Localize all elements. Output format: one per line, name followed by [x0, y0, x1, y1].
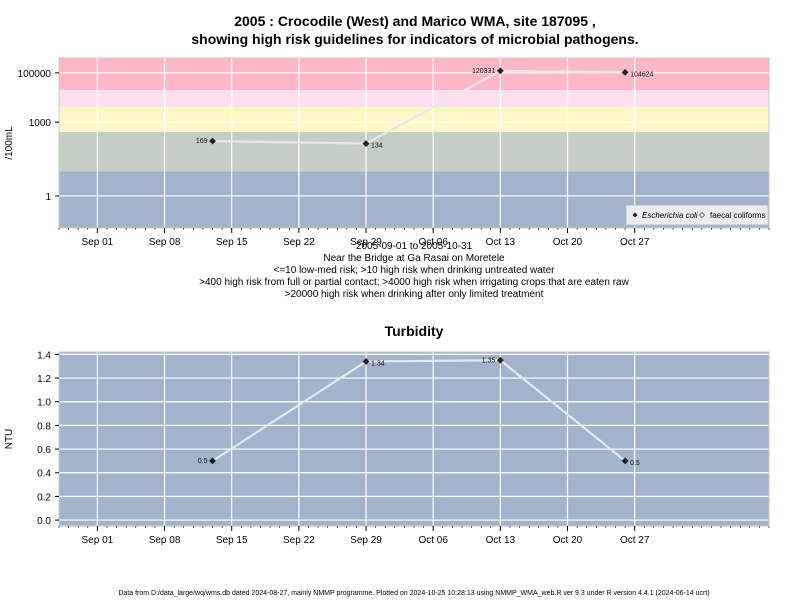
- y-tick-label-0: 0.0: [37, 516, 51, 527]
- caption-line-1: 2005-09-01 to 2005-10-31: [356, 241, 473, 252]
- y-tick-label-2: 0.4: [37, 469, 51, 480]
- caption-line-4: >400 high risk from full or partial cont…: [199, 277, 629, 288]
- x-tick-label-5: Oct 06: [418, 535, 448, 546]
- risk-band-3: [59, 90, 769, 108]
- data-label-3: 104624: [630, 71, 653, 78]
- data-point-0: [209, 457, 216, 465]
- y-tick-label-1: 0.2: [37, 492, 51, 503]
- y-tick-label-4: 0.8: [37, 421, 51, 432]
- chart1-title-line1: 2005 : Crocodile (West) and Marico WMA, …: [234, 13, 596, 29]
- x-tick-label-7: Oct 20: [553, 237, 583, 248]
- x-tick-label-0: Sep 01: [82, 237, 114, 248]
- x-tick-label-5: Oct 06: [418, 237, 448, 248]
- caption-line-5: >20000 high risk when drinking after onl…: [285, 289, 544, 300]
- x-tick-label-2: Sep 15: [216, 237, 248, 248]
- data-point-2: [496, 67, 504, 75]
- ecoli-chart: 1 1000 100000 Sep 01 Sep 08 Sep 15 Sep 22 Sep 2…: [4, 57, 770, 248]
- data-label-1: 134: [371, 143, 383, 150]
- x-tick-label-6: Oct 13: [486, 237, 516, 248]
- x-tick-label-0: Sep 01: [82, 535, 114, 546]
- x-tick-label-3: Sep 22: [283, 535, 315, 546]
- y-tick-label-0: 1: [45, 192, 51, 203]
- footer-note: Data from D:/data_large/wq/wms.db dated …: [118, 590, 709, 597]
- legend-label-faecal: faecal coliforms: [710, 211, 766, 220]
- x-tick-label-1: Sep 08: [149, 535, 181, 546]
- chart2-title: Turbidity: [385, 323, 444, 339]
- series-line-0: [211, 359, 626, 462]
- x-tick-label-4: Sep 29: [350, 237, 382, 248]
- risk-band-1: [59, 131, 769, 172]
- risk-band-2: [59, 107, 769, 132]
- y-axis-label: NTU: [4, 429, 15, 450]
- data-point-3: [621, 68, 629, 76]
- caption-line-2: Near the Bridge at Ga Rasai on Moretele: [323, 253, 505, 264]
- y-tick-label-3: 0.6: [37, 445, 51, 456]
- x-tick-label-1: Sep 08: [149, 237, 181, 248]
- x-tick-label-8: Oct 27: [620, 535, 650, 546]
- legend-marker-ecoli: [632, 212, 638, 218]
- data-point-3: [621, 457, 629, 465]
- legend-box: [625, 204, 769, 226]
- y-tick-label-5: 1.0: [37, 398, 51, 409]
- data-label-2: 120331: [472, 68, 495, 75]
- x-tick-label-7: Oct 20: [553, 535, 583, 546]
- x-tick-label-8: Oct 27: [620, 237, 650, 248]
- data-label-2: 1.35: [482, 357, 496, 364]
- chart1-title-line2: showing high risk guidelines for indicat…: [191, 31, 638, 47]
- data-point-2: [496, 356, 504, 364]
- y-tick-label-7: 1.4: [37, 350, 51, 361]
- legend-label-ecoli: Escherichia coli: [642, 211, 698, 220]
- data-label-3: 0.5: [630, 460, 640, 467]
- x-tick-label-3: Sep 22: [283, 237, 315, 248]
- y-tick-label-2: 100000: [18, 69, 52, 80]
- data-label-0: 169: [196, 138, 208, 145]
- data-point-1: [362, 140, 370, 148]
- x-tick-label-4: Sep 29: [350, 535, 382, 546]
- y-tick-label-1: 1000: [29, 118, 52, 129]
- data-point-0: [209, 137, 216, 145]
- data-point-1: [362, 358, 370, 365]
- y-axis-label: /100mL: [4, 126, 15, 160]
- data-label-0: 0.5: [198, 458, 208, 465]
- caption-line-3: <=10 low-med risk; >10 high risk when dr…: [274, 265, 556, 276]
- series-line-0: [212, 69, 626, 145]
- y-tick-label-6: 1.2: [37, 374, 51, 385]
- data-label-1: 1.34: [371, 360, 385, 367]
- risk-band-4: [59, 58, 769, 91]
- turbidity-chart: 0.0 0.2 0.4 0.6 0.8 1.0 1.2 1.4 Sep 01 Sep 08 Sep …: [4, 350, 770, 546]
- x-tick-label-2: Sep 15: [216, 535, 248, 546]
- legend-marker-faecal: [699, 212, 705, 218]
- x-tick-label-6: Oct 13: [486, 535, 516, 546]
- chart1-caption: 2005-09-01 to 2005-10-31 Near the Bridge…: [199, 241, 629, 300]
